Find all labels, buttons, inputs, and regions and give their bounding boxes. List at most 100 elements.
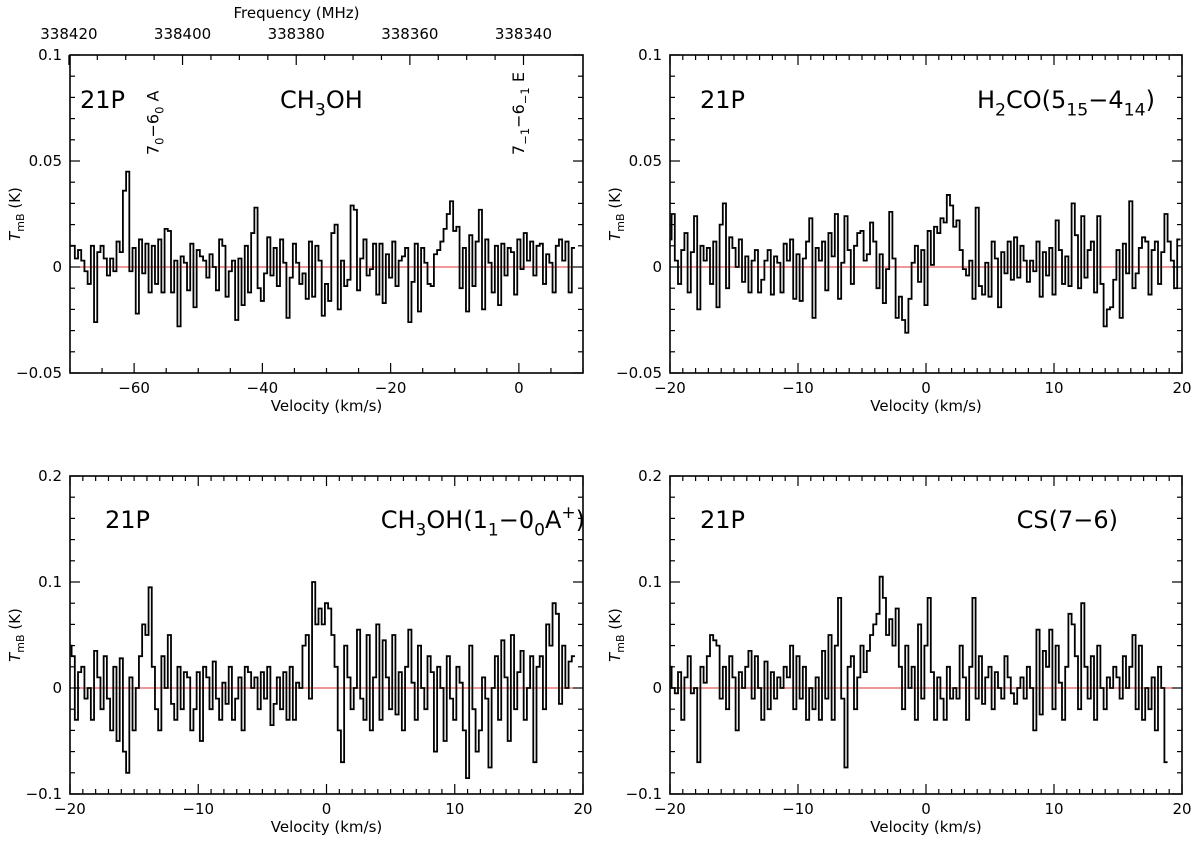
label-subscript: 14 <box>1124 101 1146 121</box>
label-subscript: 15 <box>1066 101 1088 121</box>
molecule-label: CS(7−6) <box>1017 506 1118 534</box>
x-tick-label: −20 <box>54 800 86 818</box>
y-tick-label: 0.1 <box>638 573 662 591</box>
x-tick-label: −60 <box>118 379 150 397</box>
label-part: OH(1 <box>426 506 488 534</box>
label-subscript: 0 <box>152 137 166 144</box>
panel-bottom-right-cs: −20 −10 0 10 20 −0.1 0 0.1 0.2 Velocity (km/s) TmB… <box>606 467 1192 836</box>
label-subscript: 2 <box>995 101 1006 121</box>
y-tick-label: 0.05 <box>29 152 62 170</box>
y-tick-label: 0.2 <box>638 467 662 485</box>
x-axis-title: Velocity (km/s) <box>870 818 981 836</box>
x-tick-label: −20 <box>375 379 407 397</box>
y-axis-title-unit: (K) <box>6 608 24 634</box>
y-axis-title-sub: mB <box>14 213 27 231</box>
y-axis-title-main: T <box>606 651 624 662</box>
freq-tick-label: 338420 <box>40 25 97 43</box>
y-tick-label: −0.05 <box>16 364 62 382</box>
y-axis-title-sub: mB <box>614 634 627 652</box>
y-axis-title-unit: (K) <box>606 608 624 634</box>
freq-tick-label: 338360 <box>381 25 438 43</box>
y-axis-title-main: T <box>6 651 24 662</box>
y-tick-label: −0.05 <box>616 364 662 382</box>
y-tick-label: 0 <box>652 679 662 697</box>
x-tick-label: 0 <box>514 379 524 397</box>
x-tick-label: −10 <box>782 800 814 818</box>
label-part: ) <box>1146 86 1155 114</box>
molecule-label: CH3OH(11−00A+) <box>381 503 585 541</box>
label-part: E <box>509 72 528 87</box>
label-part: + <box>561 503 575 523</box>
x-tick-label: 20 <box>1172 800 1191 818</box>
y-axis-title-sub: mB <box>614 213 627 231</box>
freq-tick-label: 338340 <box>495 25 552 43</box>
y-axis-title-sub: mB <box>14 634 27 652</box>
label-part: A <box>545 506 562 534</box>
x-tick-label: 10 <box>1044 379 1063 397</box>
label-part: ) <box>576 506 585 534</box>
source-label: 21P <box>700 86 745 114</box>
spectrum-line <box>670 194 1181 334</box>
molecule-label: H2CO(515−414) <box>977 86 1155 121</box>
label-part: A <box>143 90 162 106</box>
source-label: 21P <box>80 86 125 114</box>
label-part: 1 <box>488 521 499 541</box>
y-axis-title: TmB (K) <box>606 608 627 662</box>
y-tick-label: 0.2 <box>38 467 62 485</box>
y-axis-title: TmB (K) <box>6 608 27 662</box>
x-tick-label: −10 <box>782 379 814 397</box>
x-tick-label: 10 <box>445 800 464 818</box>
transition-annotation: 70−60 A <box>143 90 166 155</box>
molecule-label: CH3OH <box>280 86 363 121</box>
x-tick-label: −40 <box>247 379 279 397</box>
y-tick-label: −0.1 <box>626 785 662 803</box>
spectrum-line <box>70 170 575 328</box>
source-label: 21P <box>105 506 150 534</box>
y-tick-label: 0.1 <box>38 573 62 591</box>
y-tick-label: 0.05 <box>629 152 662 170</box>
x-axis-title: Velocity (km/s) <box>870 397 981 415</box>
spectrum-line <box>670 575 1168 769</box>
label-part: −4 <box>1088 86 1123 114</box>
label-part: −0 <box>499 506 534 534</box>
y-axis-title: TmB (K) <box>6 187 27 241</box>
label-subscript: −1 <box>518 87 532 104</box>
label-subscript: −1 <box>518 128 532 145</box>
panel-top-right-h2co: −20 −10 0 10 20 −0.05 0 0.05 0.1 Velocity (km/s) T… <box>606 46 1192 415</box>
label-part: CH <box>280 86 315 114</box>
freq-tick-label: 338380 <box>268 25 325 43</box>
y-axis-title-unit: (K) <box>6 187 24 213</box>
label-part: CH <box>381 506 416 534</box>
label-part: −6 <box>509 104 528 128</box>
y-tick-label: 0 <box>52 258 62 276</box>
transition-annotation: 7−1−6−1 E <box>509 72 532 155</box>
y-axis-title: TmB (K) <box>606 187 627 241</box>
x-tick-label: 0 <box>921 379 931 397</box>
label-part: 7 <box>509 145 528 155</box>
x-tick-label: −20 <box>654 800 686 818</box>
freq-tick-label: 338400 <box>154 25 211 43</box>
freq-axis-title: Frequency (MHz) <box>233 4 359 22</box>
label-part: H <box>977 86 995 114</box>
y-tick-label: −0.1 <box>26 785 62 803</box>
label-subscript: 3 <box>315 101 326 121</box>
label-part: 3 <box>416 521 427 541</box>
label-part: 0 <box>534 521 545 541</box>
source-label: 21P <box>700 506 745 534</box>
y-axis-title-main: T <box>606 230 624 241</box>
label-part: 7 <box>143 145 162 155</box>
x-tick-label: 0 <box>322 800 332 818</box>
x-axis-title: Velocity (km/s) <box>271 818 382 836</box>
x-tick-label: 20 <box>1172 379 1191 397</box>
y-axis-title-main: T <box>6 230 24 241</box>
x-tick-label: 20 <box>573 800 592 818</box>
label-part: CS(7−6) <box>1017 506 1118 534</box>
label-subscript: 0 <box>152 107 166 114</box>
x-tick-label: 10 <box>1044 800 1063 818</box>
label-part: −6 <box>143 114 162 138</box>
y-tick-label: 0.1 <box>38 46 62 64</box>
y-tick-label: 0 <box>652 258 662 276</box>
